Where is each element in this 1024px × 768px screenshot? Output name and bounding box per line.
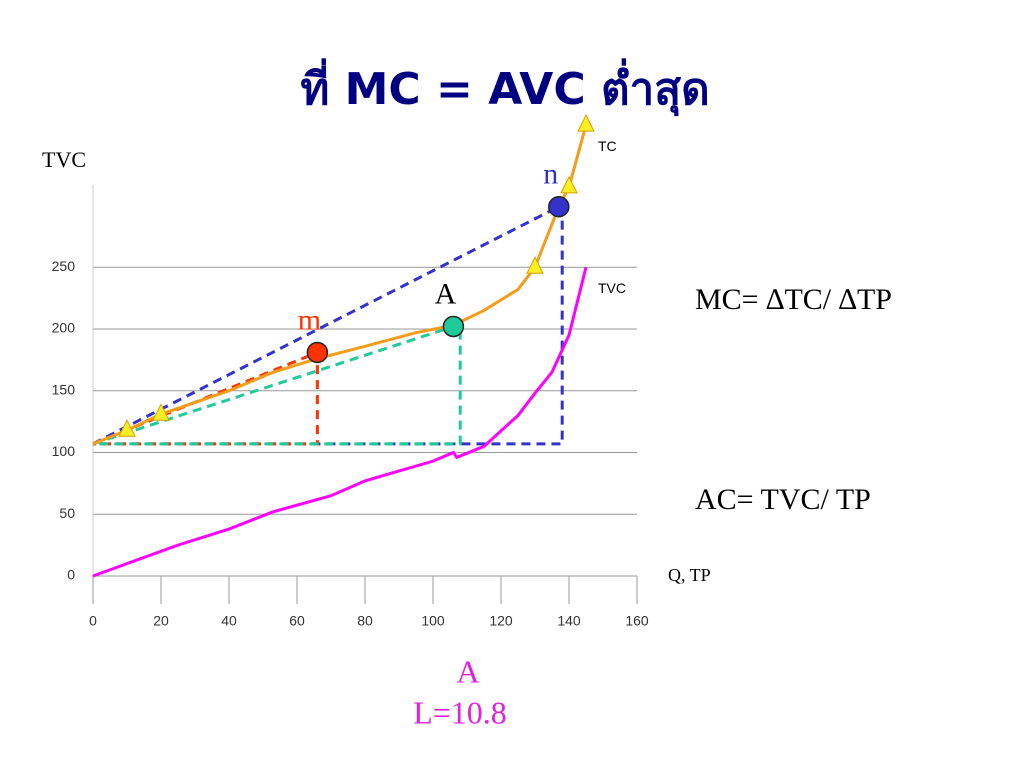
point-label: A <box>435 277 457 310</box>
line <box>92 124 588 446</box>
point-label: m <box>298 303 321 336</box>
series-label: TC <box>598 138 617 154</box>
y-tick-label: 100 <box>52 443 76 459</box>
x-tick-label: 160 <box>625 613 649 629</box>
x-tick-label: 20 <box>153 613 169 629</box>
x-axis-label: Q, TP <box>668 565 711 585</box>
footer-text: L=10.8 <box>413 694 507 730</box>
y-tick-label: 200 <box>52 320 76 336</box>
y-tick-label: 50 <box>59 505 75 521</box>
y-tick-label: 250 <box>52 258 76 274</box>
triangle-marker <box>152 403 170 421</box>
x-tick-label: 40 <box>221 613 237 629</box>
formula: MC= ∆TC/ ∆TP <box>695 283 892 316</box>
y-tick-label: 150 <box>52 381 76 397</box>
point <box>548 195 570 218</box>
point <box>442 315 465 338</box>
line <box>92 266 588 578</box>
x-tick-label: 60 <box>289 613 305 629</box>
x-tick-label: 0 <box>89 613 97 629</box>
series-label: TVC <box>598 280 626 296</box>
point <box>306 341 329 364</box>
footer-text: A <box>456 653 479 689</box>
triangle-marker <box>560 175 578 194</box>
title: ที่ MC = AVC ต่ำสุด <box>300 58 709 117</box>
x-tick-label: 140 <box>557 613 581 629</box>
triangle-marker <box>118 419 136 437</box>
triangle-marker <box>577 114 595 132</box>
x-tick-label: 80 <box>357 613 373 629</box>
formula: AC= TVC/ TP <box>695 483 871 516</box>
x-tick-label: 120 <box>489 613 513 629</box>
point-label: n <box>543 158 558 191</box>
y-tick-label: 0 <box>67 567 75 583</box>
triangle-marker <box>526 256 544 274</box>
y-axis-label: TVC <box>42 147 86 172</box>
x-tick-label: 100 <box>421 613 445 629</box>
guide-line <box>92 325 462 446</box>
